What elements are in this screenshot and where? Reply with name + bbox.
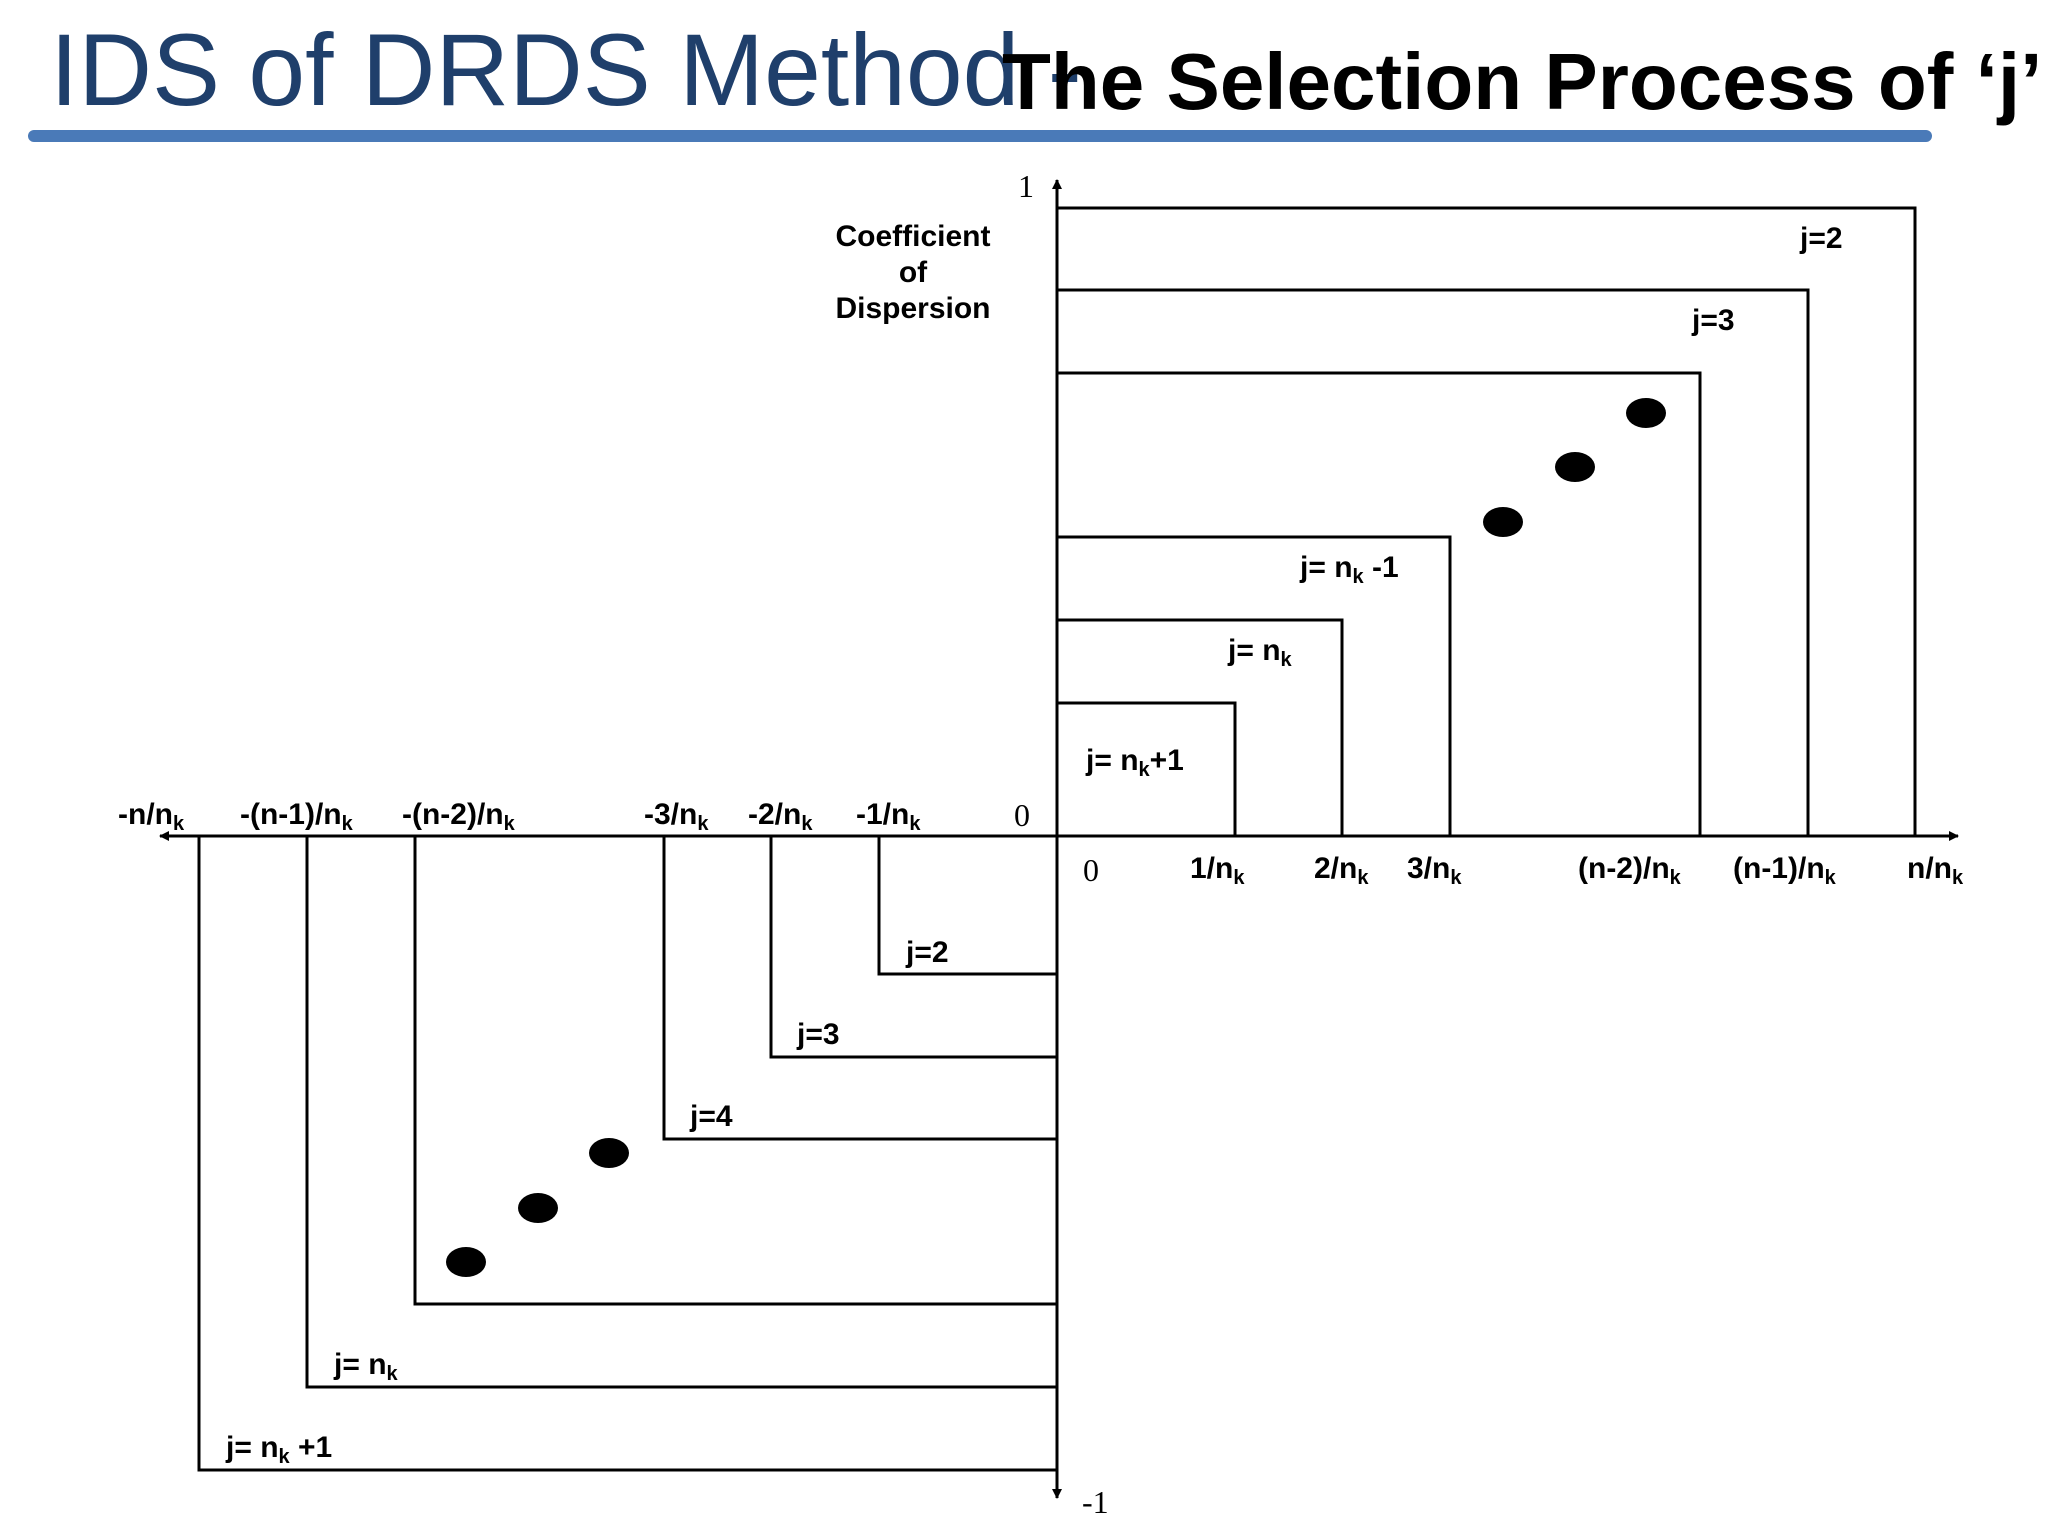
tick-text: 2/n [1314, 852, 1357, 885]
tick-text: -(n-1)/n [240, 798, 342, 831]
tick-sub: k [504, 813, 516, 835]
ellipsis-dot [1483, 507, 1523, 537]
label-text: j= n [1085, 744, 1139, 777]
tick-text: -3/n [644, 798, 697, 831]
tick-sub: k [1450, 867, 1462, 889]
upper-box-jnk [1057, 618, 1344, 836]
label-suffix: +1 [1150, 744, 1184, 777]
upper-label-j2: j=2 [1799, 222, 1843, 255]
tick-text: -(n-2)/n [402, 798, 504, 831]
label-sub: k [1281, 649, 1293, 671]
lower-box-j4 [662, 836, 1057, 1141]
tick-text: -2/n [748, 798, 801, 831]
lower-label-jnk-plus1: j= nk +1 [225, 1431, 332, 1468]
y-axis-min-label: -1 [1082, 1484, 1109, 1520]
lower-box-jnk-plus1 [197, 836, 1057, 1472]
tick-label-pos-4: (n-2)/nk [1578, 852, 1682, 889]
tick-sub: k [801, 813, 813, 835]
ellipsis-dot [1555, 452, 1595, 482]
label-suffix: -1 [1364, 551, 1399, 584]
label-suffix: +1 [290, 1431, 333, 1464]
tick-label-pos-3: 3/nk [1407, 852, 1462, 889]
label-text: j= [689, 1100, 716, 1133]
upper-label-jnk-minus1: j= nk -1 [1299, 551, 1399, 588]
upper-box-jnk-plus1 [1057, 701, 1237, 836]
tick-text: 3/n [1407, 852, 1450, 885]
origin-label-lower: 0 [1083, 852, 1099, 888]
ellipsis-dot [518, 1193, 558, 1223]
tick-sub: k [1952, 867, 1964, 889]
lower-label-jnk: j= nk [333, 1348, 399, 1385]
lower-box-j3 [769, 836, 1057, 1059]
lower-label-j4: j=4 [689, 1100, 733, 1133]
label-text: j= [905, 936, 932, 969]
upper-label-jnk-plus1: j= nk+1 [1085, 744, 1184, 781]
label-text: j= n [1227, 634, 1281, 667]
y-axis-label-line-2: of [899, 256, 928, 289]
y-axis-label-line-3: Dispersion [835, 292, 990, 325]
origin-label-upper: 0 [1014, 797, 1030, 833]
lower-box-j2 [877, 836, 1057, 976]
tick-label-neg-3: -3/nk [644, 798, 709, 835]
y-axis-label-line-1: Coefficient [835, 220, 990, 253]
slide-subtitle: The Selection Process of ‘j’ [1002, 37, 2043, 126]
upper-box-jnk-minus2 [1057, 371, 1702, 836]
tick-label-pos-5: (n-1)/nk [1733, 852, 1837, 889]
lower-label-j3: j=3 [796, 1018, 840, 1051]
lower-box-jnk [305, 836, 1057, 1389]
tick-sub: k [173, 813, 185, 835]
label-sub: k [279, 1446, 291, 1468]
tick-label-neg-4: -(n-2)/nk [402, 798, 516, 835]
slide-title: IDS of DRDS Method - [50, 13, 1082, 127]
label-text: j= n [1299, 551, 1353, 584]
label-suffix: 2 [932, 936, 949, 969]
tick-sub: k [909, 813, 921, 835]
tick-text: 1/n [1190, 852, 1233, 885]
tick-sub: k [342, 813, 354, 835]
lower-box-jnk-minus1 [413, 836, 1057, 1306]
lower-label-j2: j=2 [905, 936, 949, 969]
label-suffix: 2 [1826, 222, 1843, 255]
tick-text: n/n [1907, 852, 1952, 885]
label-suffix: 3 [1718, 304, 1735, 337]
upper-label-j3: j=3 [1691, 304, 1735, 337]
upper-label-jnk: j= nk [1227, 634, 1293, 671]
tick-sub: k [1825, 867, 1837, 889]
tick-label-neg-6: -n/nk [118, 798, 185, 835]
label-text: j= [1799, 222, 1826, 255]
tick-sub: k [1357, 867, 1369, 889]
tick-label-neg-2: -2/nk [748, 798, 813, 835]
tick-text: (n-2)/n [1578, 852, 1670, 885]
tick-text: -1/n [856, 798, 909, 831]
label-text: j= n [225, 1431, 279, 1464]
tick-label-neg-5: -(n-1)/nk [240, 798, 354, 835]
tick-label-pos-6: n/nk [1907, 852, 1964, 889]
title-rule [28, 130, 1932, 142]
label-sub: k [1353, 566, 1365, 588]
label-suffix: 4 [716, 1100, 733, 1133]
ellipsis-dot [589, 1138, 629, 1168]
upper-box-j3 [1057, 288, 1810, 836]
label-text: j= n [333, 1348, 387, 1381]
tick-label-pos-2: 2/nk [1314, 852, 1369, 889]
tick-sub: k [697, 813, 709, 835]
ellipsis-dot [1626, 398, 1666, 428]
tick-sub: k [1670, 867, 1682, 889]
label-text: j= [796, 1018, 823, 1051]
ellipsis-dot [446, 1247, 486, 1277]
label-text: j= [1691, 304, 1718, 337]
tick-sub: k [1233, 867, 1245, 889]
y-axis-max-label: 1 [1018, 168, 1034, 204]
upper-box-j2 [1057, 206, 1917, 836]
label-sub: k [1139, 759, 1151, 781]
label-suffix: 3 [823, 1018, 840, 1051]
tick-label-pos-1: 1/nk [1190, 852, 1245, 889]
tick-text: (n-1)/n [1733, 852, 1825, 885]
tick-label-neg-1: -1/nk [856, 798, 921, 835]
tick-text: -n/n [118, 798, 173, 831]
label-sub: k [387, 1363, 399, 1385]
upper-box-jnk-minus1 [1057, 535, 1452, 836]
